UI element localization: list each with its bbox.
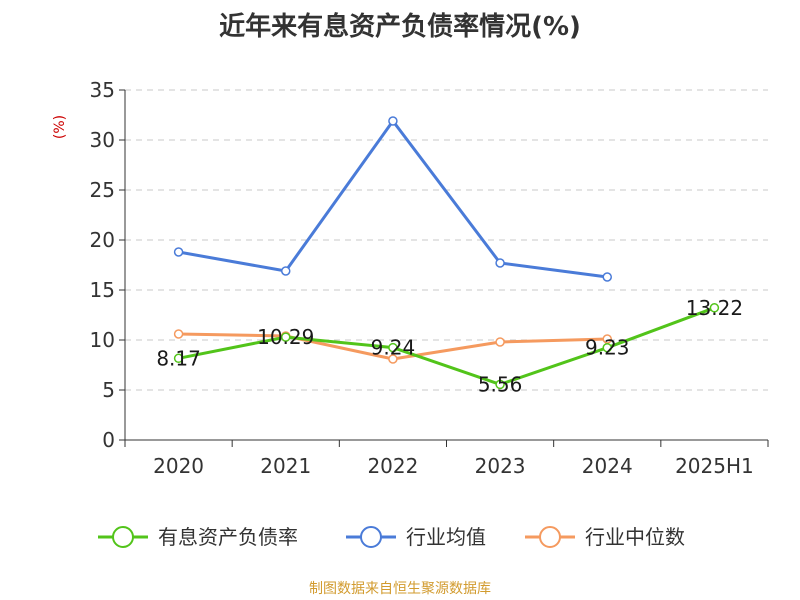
legend-marker xyxy=(360,526,382,548)
data-point xyxy=(495,379,505,390)
data-label: 8.17 xyxy=(156,346,201,370)
data-label: 9.23 xyxy=(585,336,630,360)
data-point xyxy=(281,332,291,342)
x-tick-label: 2024 xyxy=(582,454,633,478)
data-labels: 8.17 10.29 9.24 5.56 9.23 13.22 xyxy=(156,296,743,397)
grid-lines xyxy=(125,89,768,391)
x-tick-label: 2023 xyxy=(475,454,526,478)
y-axis-unit: (%) xyxy=(52,115,68,139)
y-tick-label: 15 xyxy=(90,278,115,302)
legend-label: 行业均值 xyxy=(406,525,486,549)
source-footer: 制图数据来自恒生聚源数据库 xyxy=(309,581,491,597)
data-label: 9.24 xyxy=(371,336,416,360)
data-label: 10.29 xyxy=(257,325,314,349)
data-point xyxy=(495,258,505,268)
y-tick-label: 5 xyxy=(102,378,115,402)
data-point xyxy=(495,337,505,347)
data-label: 13.22 xyxy=(686,296,743,320)
legend-marker xyxy=(112,526,134,548)
data-point xyxy=(388,342,398,353)
data-point xyxy=(173,247,184,257)
series-line-0 xyxy=(178,306,715,386)
axes: 0 5 10 15 20 25 30 35 2020 2021 2022 2023 2024 2025H1… xyxy=(52,78,769,478)
series-line-1 xyxy=(178,119,608,279)
y-tick-label: 20 xyxy=(90,228,115,252)
chart-title: 近年来有息资产负债率情况(%) xyxy=(219,12,581,42)
legend-label: 有息资产负债率 xyxy=(158,525,298,549)
data-point xyxy=(602,342,612,353)
x-tick-label: 2025H1 xyxy=(675,454,754,478)
y-tick-label: 30 xyxy=(90,128,115,152)
data-label: 5.56 xyxy=(478,372,523,396)
data-point xyxy=(281,266,291,276)
x-tick-label: 2022 xyxy=(367,454,418,478)
data-point xyxy=(173,329,184,339)
x-tick-label: 2021 xyxy=(260,454,311,478)
data-points xyxy=(173,116,720,390)
y-tick-label: 35 xyxy=(90,78,115,102)
y-tick-label: 10 xyxy=(90,328,115,352)
x-tick-label: 2020 xyxy=(153,454,204,478)
y-tick-label: 25 xyxy=(90,178,115,202)
data-point xyxy=(602,272,612,282)
y-tick-label: 0 xyxy=(102,428,115,452)
data-point xyxy=(388,354,398,364)
legend: 有息资产负债率 行业均值 行业中位数 xyxy=(98,525,685,549)
legend-label: 行业中位数 xyxy=(585,525,685,549)
legend-marker xyxy=(539,526,561,548)
data-point xyxy=(173,353,184,364)
data-point xyxy=(709,303,720,313)
data-point xyxy=(388,116,398,126)
